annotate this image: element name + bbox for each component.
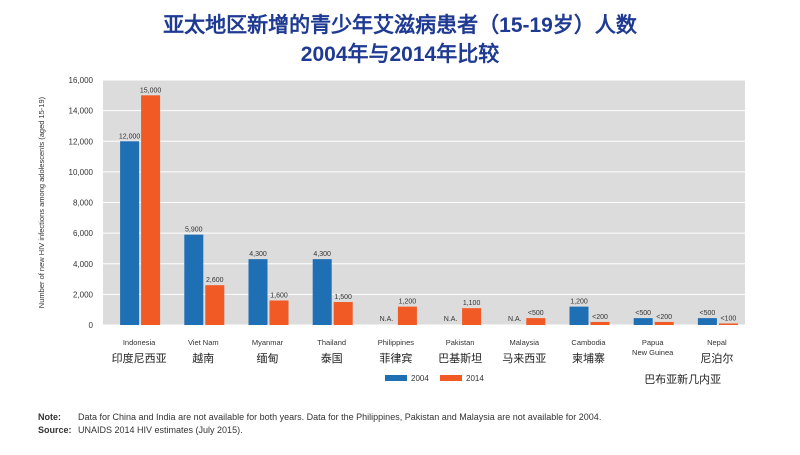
note-row: Note: Data for China and India are not av… [38, 412, 601, 422]
data-label: 1,200 [570, 299, 588, 306]
bar-2014 [397, 306, 417, 325]
x-tick-label: Thailand [317, 338, 346, 347]
data-label: N.A. [444, 316, 458, 323]
y-tick-label: 12,000 [69, 137, 94, 146]
bar-2004 [184, 234, 204, 325]
y-tick-label: 0 [89, 321, 94, 330]
y-tick-label: 6,000 [73, 229, 94, 238]
data-label: 12,000 [119, 133, 141, 140]
x-tick-label: Indonesia [123, 338, 156, 347]
data-label: 5,900 [185, 227, 203, 234]
y-axis-title: Number of new HIV infections among adole… [37, 96, 46, 308]
x-tick-label: Pakistan [446, 338, 475, 347]
bar-2014 [462, 308, 482, 325]
bar-2014 [718, 323, 738, 325]
note-label: Note: [38, 412, 61, 422]
x-tick-label-zh: 印度尼西亚 [112, 351, 167, 365]
x-tick-label-zh: 越南 [192, 351, 214, 365]
bar-2014 [654, 321, 674, 325]
y-tick-label: 4,000 [73, 260, 94, 269]
legend-label: 2014 [466, 374, 484, 383]
x-tick-label-zh: 巴布亚新几内亚 [644, 372, 721, 386]
data-label: 4,300 [313, 251, 331, 258]
source-label: Source: [38, 425, 72, 435]
data-label: 1,600 [270, 293, 288, 300]
x-tick-label: Myanmar [252, 338, 284, 347]
y-tick-label: 2,000 [73, 290, 94, 299]
data-label: <500 [635, 310, 651, 317]
source-row: Source: UNAIDS 2014 HIV estimates (July 2… [38, 425, 243, 435]
legend-label: 2004 [411, 374, 429, 383]
x-tick-label: Papua [642, 338, 665, 347]
source-text: UNAIDS 2014 HIV estimates (July 2015). [78, 425, 243, 435]
data-label: N.A. [380, 316, 394, 323]
data-label: 1,200 [399, 299, 417, 306]
x-tick-label: Malaysia [510, 338, 540, 347]
data-label: 1,100 [463, 300, 481, 307]
x-tick-label: Viet Nam [188, 338, 219, 347]
note-text: Data for China and India are not availab… [78, 412, 602, 422]
chart-title-line2: 2004年与2014年比较 [300, 43, 500, 66]
data-label: <200 [592, 314, 608, 321]
x-tick-label-zh: 尼泊尔 [700, 352, 733, 365]
data-label: N.A. [508, 316, 522, 323]
bar-2004 [120, 141, 140, 325]
bar-2014 [205, 285, 225, 325]
legend-swatch-2014 [440, 375, 462, 381]
x-tick-label: Nepal [707, 338, 727, 347]
x-tick-label-zh: 缅甸 [257, 351, 279, 365]
x-tick-label-zh: 泰国 [321, 351, 343, 365]
data-label: <200 [656, 314, 672, 321]
y-tick-label: 14,000 [69, 107, 94, 116]
bar-2014 [269, 300, 289, 325]
x-tick-label-zh: 菲律宾 [379, 351, 412, 365]
x-tick-label-zh: 马来西亚 [502, 352, 546, 365]
bar-2004 [697, 318, 717, 325]
data-label: <500 [528, 310, 544, 317]
data-label: 15,000 [140, 87, 162, 94]
data-label: 1,500 [334, 294, 352, 301]
bar-2014 [333, 302, 353, 325]
x-tick-label: Cambodia [571, 338, 606, 347]
data-label: <500 [700, 310, 716, 317]
x-tick-label-zh: 巴基斯坦 [438, 351, 482, 365]
x-tick-label: New Guinea [632, 348, 674, 357]
data-label: 4,300 [249, 251, 267, 258]
bar-2004 [248, 259, 268, 325]
chart-title-line1: 亚太地区新增的青少年艾滋病患者（15-19岁）人数 [163, 14, 637, 37]
bar-2004 [569, 306, 589, 325]
data-label: <100 [721, 315, 737, 322]
x-tick-label: Philippines [378, 338, 415, 347]
bar-2014 [526, 318, 546, 325]
bar-2004 [633, 318, 653, 325]
bar-2014 [141, 95, 161, 325]
x-tick-label-zh: 柬埔寨 [572, 351, 605, 365]
y-tick-label: 8,000 [73, 199, 94, 208]
bar-2014 [590, 321, 610, 325]
bar-2004 [312, 259, 332, 325]
y-tick-label: 16,000 [69, 76, 94, 85]
data-label: 2,600 [206, 277, 224, 284]
legend-swatch-2004 [385, 375, 407, 381]
y-tick-label: 10,000 [69, 168, 94, 177]
